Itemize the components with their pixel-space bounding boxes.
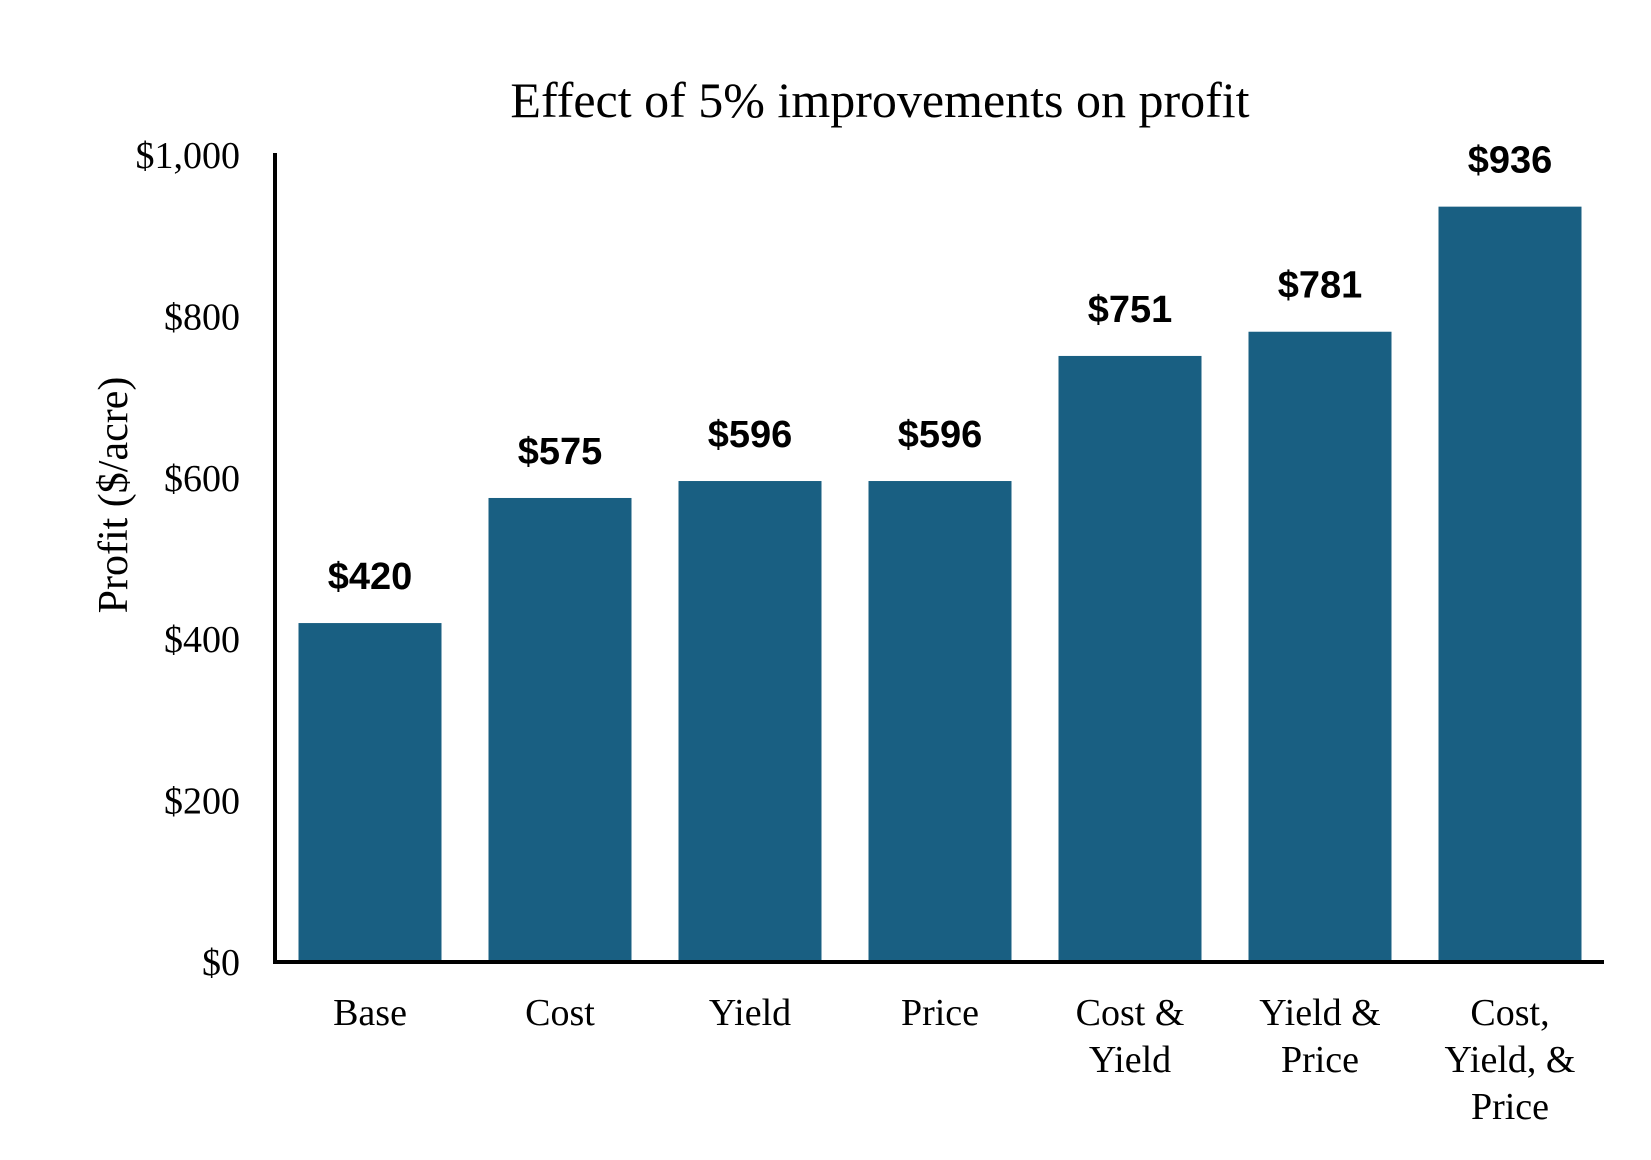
bar	[868, 481, 1012, 962]
bar	[488, 497, 632, 962]
x-category-label: Yield	[709, 992, 791, 1034]
y-tick-label: $800	[164, 296, 240, 338]
bar	[1058, 355, 1202, 962]
bar-value-label: $936	[1468, 140, 1553, 182]
x-category-label: Price	[901, 992, 979, 1034]
bar-value-label: $781	[1278, 265, 1363, 307]
chart-title: Effect of 5% improvements on profit	[510, 72, 1249, 128]
bar-value-label: $596	[898, 414, 983, 456]
x-category-label-line: Price	[1471, 1086, 1549, 1128]
bars	[298, 206, 1582, 962]
x-category-label-line: Cost	[525, 992, 595, 1034]
bar	[298, 623, 442, 962]
x-category-label: Base	[333, 992, 407, 1034]
x-category-label-line: Yield	[709, 992, 791, 1034]
y-tick-label: $0	[202, 942, 240, 984]
x-category-label: Cost & Yield	[1076, 992, 1185, 1081]
bar	[1248, 331, 1392, 962]
x-category-label-line: Price	[901, 992, 979, 1034]
bar-value-label: $420	[328, 556, 413, 598]
x-category-label-line: Base	[333, 992, 407, 1034]
x-category-label: Cost	[525, 992, 595, 1034]
x-category-label-line: Yield	[1089, 1039, 1171, 1081]
y-tick-label: $200	[164, 781, 240, 823]
bar-value-label: $596	[708, 414, 793, 456]
x-category-label-line: Yield, &	[1445, 1039, 1576, 1081]
bar	[1438, 206, 1582, 962]
x-category-label-line: Price	[1281, 1039, 1359, 1081]
value-labels: $420 $575 $596 $596 $751 $781 $936	[328, 140, 1553, 598]
y-tick-label: $1,000	[136, 135, 241, 177]
bar-value-label: $575	[518, 431, 603, 473]
bar	[678, 481, 822, 962]
bar-value-label: $751	[1088, 289, 1173, 331]
y-tick-label: $400	[164, 619, 240, 661]
y-axis-label: Profit ($/acre)	[91, 377, 137, 614]
y-tick-label: $600	[164, 458, 240, 500]
x-category-label-line: Cost,	[1470, 992, 1549, 1034]
x-category-label-line: Yield &	[1259, 992, 1380, 1034]
y-axis-ticks: $0 $200 $400 $600 $800 $1,000	[136, 135, 241, 984]
x-axis-labels: Base Cost Yield Price Cost & Yield Yield & Pric…	[333, 992, 1575, 1128]
x-category-label: Yield & Price	[1259, 992, 1380, 1081]
x-category-label-line: Cost &	[1076, 992, 1185, 1034]
x-category-label: Cost, Yield, & Price	[1445, 992, 1576, 1128]
